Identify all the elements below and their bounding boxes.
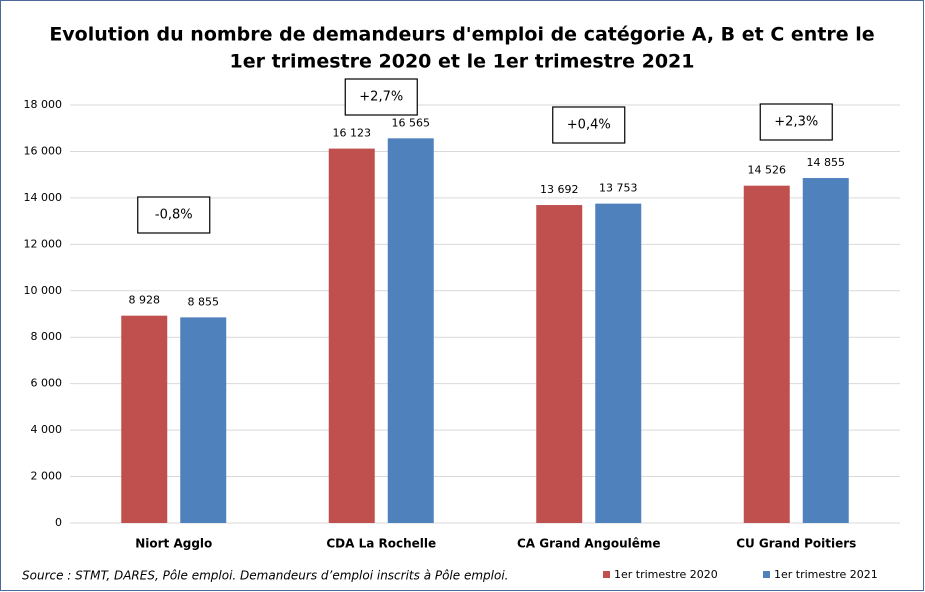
legend-swatch (763, 571, 770, 578)
y-tick-label: 14 000 (24, 191, 63, 204)
y-tick-label: 2 000 (31, 470, 63, 483)
legend-label: 1er trimestre 2021 (774, 568, 878, 581)
x-tick-label: CA Grand Angoulême (517, 537, 661, 551)
annotation: -0,8% (155, 208, 193, 223)
value-label: 8 928 (129, 294, 161, 307)
bar (595, 203, 642, 524)
chart-title: 1er trimestre 2020 et le 1er trimestre 2… (230, 51, 695, 73)
y-tick-label: 0 (55, 516, 62, 529)
annotation: +0,4% (567, 118, 611, 133)
y-tick-label: 12 000 (24, 237, 63, 250)
annotation-box (137, 196, 211, 234)
y-tick-label: 6 000 (31, 377, 63, 390)
legend-label: 1er trimestre 2020 (614, 568, 718, 581)
value-label: 13 692 (540, 183, 579, 196)
x-tick-label: CU Grand Poitiers (736, 537, 856, 551)
bar (387, 138, 434, 523)
bar (802, 178, 849, 524)
annotation-box (344, 78, 418, 116)
annotation-box (759, 103, 833, 141)
bar (121, 315, 168, 523)
y-tick-label: 4 000 (31, 423, 63, 436)
bar (743, 185, 790, 523)
bar (328, 148, 375, 523)
annotation-box (552, 106, 626, 144)
bar (536, 205, 583, 524)
value-label: 14 526 (748, 164, 787, 177)
value-label: 14 855 (807, 156, 846, 169)
y-tick-label: 10 000 (24, 284, 63, 297)
value-label: 13 753 (599, 182, 638, 195)
y-tick-label: 18 000 (24, 98, 63, 111)
x-tick-label: CDA La Rochelle (326, 537, 436, 551)
y-tick-label: 16 000 (24, 144, 63, 157)
x-tick-label: Niort Agglo (135, 537, 212, 551)
chart-title: Evolution du nombre de demandeurs d'empl… (49, 24, 874, 46)
value-label: 16 565 (392, 116, 431, 129)
source-note: Source : STMT, DARES, Pôle emploi. Deman… (22, 569, 508, 583)
annotation: +2,3% (774, 115, 818, 130)
value-label: 8 855 (188, 295, 220, 308)
legend-swatch (603, 571, 610, 578)
y-tick-label: 8 000 (31, 330, 63, 343)
bar (180, 317, 227, 523)
annotation: +2,7% (359, 90, 403, 105)
value-label: 16 123 (333, 127, 372, 140)
